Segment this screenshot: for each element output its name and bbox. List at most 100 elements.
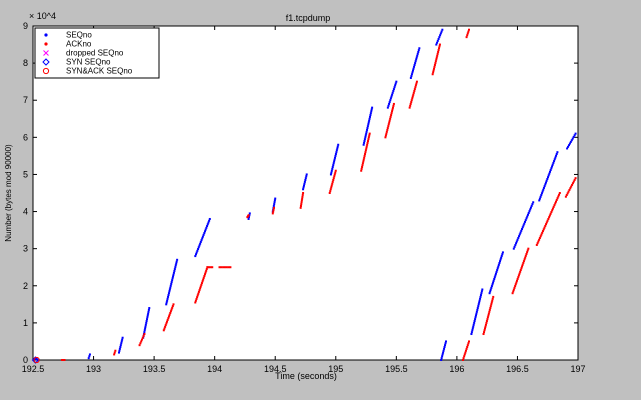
data-point xyxy=(440,359,443,361)
data-point xyxy=(482,333,485,336)
data-point xyxy=(272,208,275,211)
data-point xyxy=(462,357,465,360)
data-point xyxy=(436,52,439,55)
data-point xyxy=(411,95,414,98)
data-point xyxy=(474,316,477,319)
data-point xyxy=(463,355,466,358)
data-point xyxy=(439,32,442,35)
data-point xyxy=(365,130,368,133)
y-tick-label: 6 xyxy=(23,132,28,142)
data-point xyxy=(386,128,389,131)
data-point xyxy=(551,165,554,168)
data-point xyxy=(162,329,165,332)
data-point xyxy=(550,211,553,214)
data-point xyxy=(433,65,436,68)
data-point xyxy=(174,266,177,269)
data-point xyxy=(208,219,211,222)
data-point xyxy=(565,194,568,197)
data-point xyxy=(415,56,418,59)
data-point xyxy=(483,331,486,334)
data-point xyxy=(555,198,558,201)
data-point xyxy=(331,167,334,170)
data-point xyxy=(144,327,147,330)
data-point xyxy=(494,274,497,277)
data-point xyxy=(171,277,174,280)
data-point xyxy=(432,71,435,74)
data-point xyxy=(488,310,491,313)
data-point xyxy=(363,156,366,159)
data-point xyxy=(486,318,489,321)
data-point xyxy=(473,321,476,324)
data-point xyxy=(472,325,475,328)
data-point xyxy=(167,295,170,298)
data-point xyxy=(525,253,528,256)
data-point xyxy=(61,359,64,361)
legend-x-icon xyxy=(43,50,49,56)
data-point xyxy=(444,340,447,343)
data-point xyxy=(207,221,210,224)
data-point xyxy=(571,182,574,185)
data-point xyxy=(271,212,274,215)
data-point xyxy=(516,238,519,241)
data-point xyxy=(391,106,394,109)
data-point xyxy=(302,188,305,191)
data-point xyxy=(141,338,143,341)
data-point xyxy=(491,283,494,286)
data-point xyxy=(146,316,149,319)
data-point xyxy=(501,253,504,256)
data-point xyxy=(568,142,571,145)
data-point xyxy=(541,190,544,193)
data-point xyxy=(328,192,331,194)
data-point xyxy=(305,175,308,178)
y-tick-label: 4 xyxy=(23,207,28,217)
data-point xyxy=(540,194,543,197)
data-point xyxy=(273,199,276,202)
data-point xyxy=(440,357,443,360)
data-point xyxy=(573,178,576,181)
data-point xyxy=(489,305,492,308)
legend-dot-icon xyxy=(44,42,48,46)
data-point xyxy=(526,213,529,216)
data-point xyxy=(121,336,124,339)
data-point xyxy=(521,228,524,231)
y-tick-label: 9 xyxy=(23,21,28,31)
data-point xyxy=(536,242,539,245)
y-tick-label: 7 xyxy=(23,95,28,105)
x-axis-label: Time (seconds) xyxy=(275,371,337,381)
data-point xyxy=(566,192,569,195)
data-point xyxy=(519,270,522,273)
data-point xyxy=(330,184,333,187)
data-point xyxy=(513,245,516,248)
data-point xyxy=(172,271,175,274)
data-point xyxy=(302,184,305,187)
data-point xyxy=(567,144,570,147)
data-point xyxy=(361,166,364,169)
data-point xyxy=(305,173,308,176)
data-point xyxy=(145,318,148,321)
data-point xyxy=(537,240,540,243)
data-point xyxy=(194,255,197,258)
data-point xyxy=(144,325,147,328)
legend: SEQno ACKno dropped SEQno SYN SEQno SYN&… xyxy=(34,27,160,79)
data-point xyxy=(168,313,171,316)
data-point xyxy=(334,154,337,157)
data-point xyxy=(63,359,66,361)
data-point xyxy=(522,261,525,264)
data-point xyxy=(176,258,179,261)
data-point xyxy=(147,310,150,313)
data-point xyxy=(141,336,144,339)
data-point xyxy=(493,276,496,279)
data-point xyxy=(566,147,569,150)
data-point xyxy=(205,226,208,229)
data-point xyxy=(497,265,500,268)
data-point xyxy=(368,134,371,137)
data-point xyxy=(490,285,493,288)
data-point xyxy=(437,49,440,52)
x-tick-label: 197 xyxy=(570,364,585,374)
data-point xyxy=(547,217,550,220)
data-point xyxy=(542,228,545,231)
data-point xyxy=(521,263,524,266)
data-point xyxy=(273,201,276,204)
data-point xyxy=(365,132,368,135)
data-point xyxy=(227,266,230,269)
